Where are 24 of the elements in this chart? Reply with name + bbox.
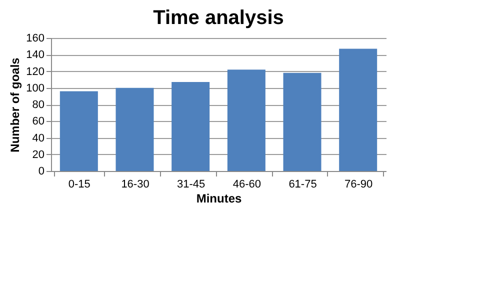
- x-tick-label: 0-15: [68, 178, 90, 190]
- bar: [116, 88, 154, 171]
- bar: [60, 91, 98, 171]
- y-tick-label: 80: [32, 99, 44, 111]
- y-tick-label: 140: [26, 49, 44, 62]
- bar: [339, 48, 378, 171]
- x-tick-label: 46-60: [232, 178, 261, 190]
- bar: [172, 82, 210, 171]
- y-tick-label: 160: [26, 32, 44, 44]
- bar: [227, 70, 266, 171]
- y-tick-label: 40: [32, 132, 44, 144]
- y-tick-label: 60: [32, 116, 44, 128]
- chart-title: Time analysis: [153, 7, 284, 29]
- bar: [283, 72, 322, 171]
- x-axis-title: Minutes: [196, 192, 242, 206]
- x-tick-label: 31-45: [177, 178, 206, 190]
- x-tick-label: 61-75: [288, 178, 317, 190]
- y-tick-label: 120: [26, 66, 44, 78]
- x-tick-label: 16-30: [121, 178, 150, 190]
- y-tick-label: 0: [38, 166, 44, 178]
- y-tick-label: 20: [32, 148, 44, 161]
- y-axis-title: Number of goals: [8, 57, 22, 152]
- x-tick-label: 76-90: [344, 178, 373, 190]
- y-tick-label: 100: [26, 82, 44, 94]
